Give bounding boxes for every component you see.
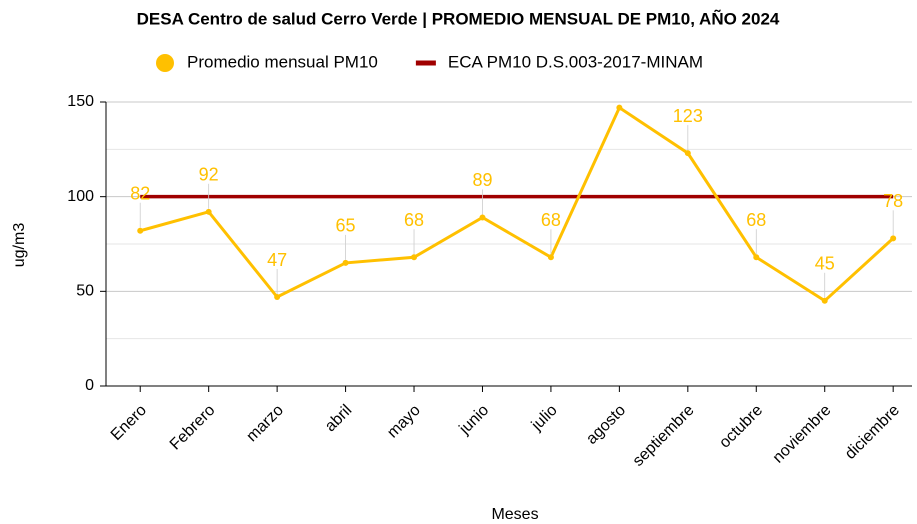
data-point <box>684 150 691 157</box>
data-point <box>274 294 281 301</box>
y-tick-label: 150 <box>67 93 94 110</box>
y-tick-label: 0 <box>85 377 94 394</box>
x-axis-title: Meses <box>491 506 538 523</box>
data-label: 89 <box>472 170 492 190</box>
data-label: 123 <box>673 106 703 126</box>
y-axis-title: ug/m3 <box>11 223 28 268</box>
data-point <box>753 254 760 261</box>
x-tick-label: diciembre <box>842 402 903 463</box>
legend-marker <box>156 54 174 72</box>
data-point <box>137 227 144 234</box>
data-point <box>411 254 418 261</box>
data-label: 45 <box>815 254 835 274</box>
data-label: 68 <box>541 210 561 230</box>
x-tick-label: septiembre <box>630 402 698 470</box>
data-point <box>616 104 623 111</box>
y-tick-label: 100 <box>67 188 94 205</box>
data-point <box>342 259 349 266</box>
x-tick-label: Enero <box>108 402 150 444</box>
x-tick-label: octubre <box>716 402 766 452</box>
chart-title: DESA Centro de salud Cerro Verde | PROME… <box>137 8 780 28</box>
x-tick-label: marzo <box>243 402 287 446</box>
series-line <box>139 105 895 303</box>
x-tick-label: junio <box>456 402 493 439</box>
x-tick-label: noviembre <box>770 402 835 467</box>
y-tick-label: 50 <box>76 283 94 300</box>
legend-label: Promedio mensual PM10 <box>187 52 378 71</box>
data-point <box>821 297 828 304</box>
data-label: 68 <box>746 210 766 230</box>
x-tick-label: Febrero <box>167 402 219 454</box>
x-tick-label: abril <box>322 402 355 435</box>
data-point <box>890 235 897 242</box>
legend-label: ECA PM10 D.S.003-2017-MINAM <box>448 52 703 71</box>
data-point <box>479 214 486 221</box>
data-label: 65 <box>336 216 356 236</box>
x-tick-label: julio <box>528 402 561 435</box>
data-label: 82 <box>130 183 150 203</box>
x-tick-label: mayo <box>384 402 424 442</box>
data-label: 47 <box>267 250 287 270</box>
data-label: 92 <box>199 165 219 185</box>
data-label: 68 <box>404 210 424 230</box>
data-point <box>547 254 554 261</box>
data-label: 78 <box>883 191 903 211</box>
x-tick-label: agosto <box>583 402 629 448</box>
data-point <box>205 208 212 215</box>
